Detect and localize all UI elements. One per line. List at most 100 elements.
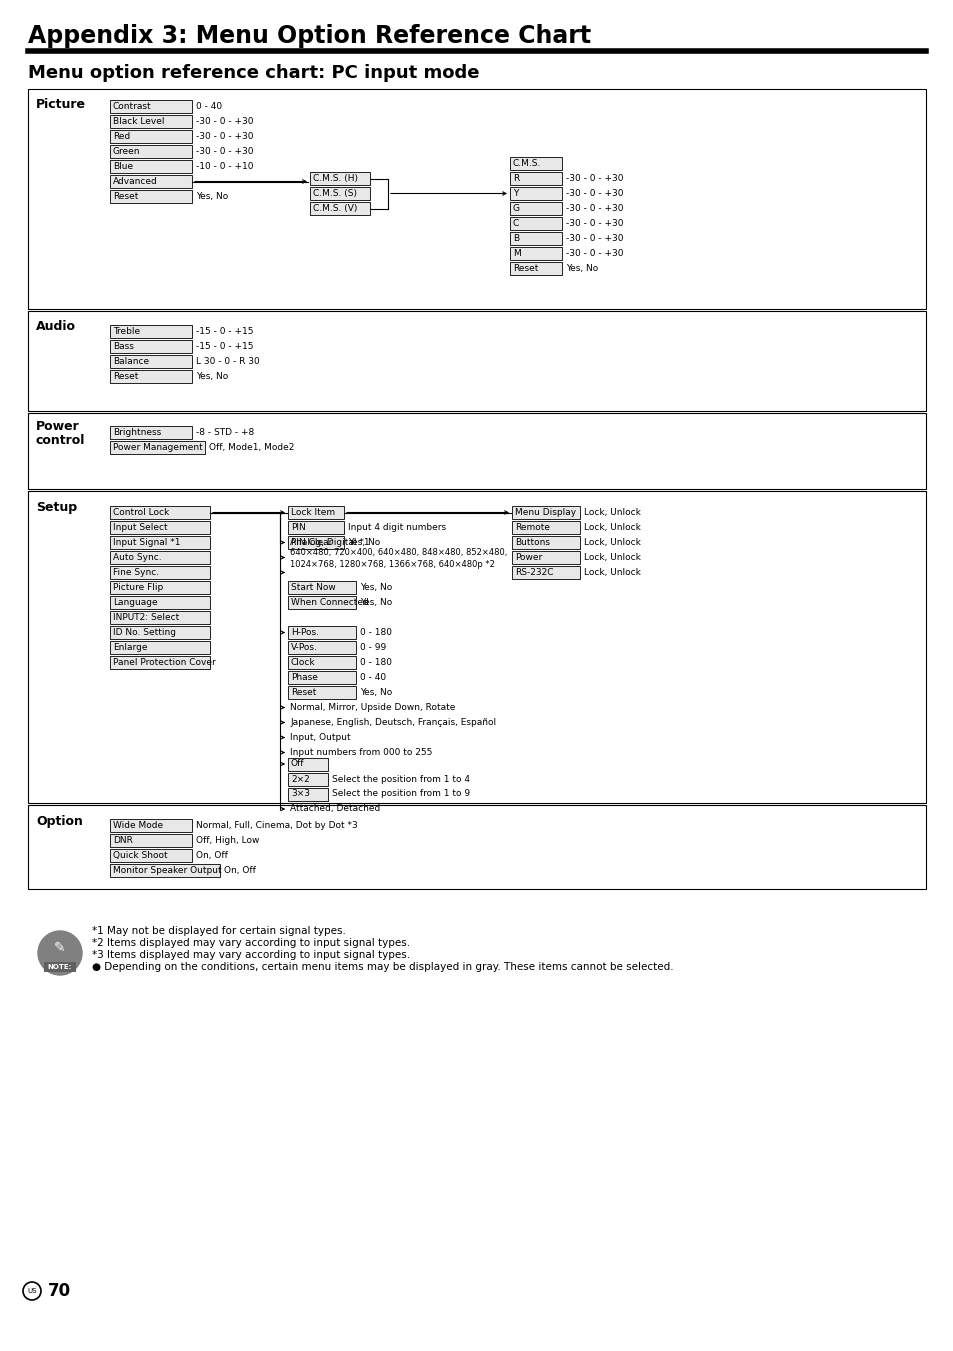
Text: Lock, Unlock: Lock, Unlock bbox=[583, 538, 640, 547]
Text: NOTE:: NOTE: bbox=[48, 965, 72, 970]
Text: Auto Sync.: Auto Sync. bbox=[112, 553, 161, 562]
Text: Lock, Unlock: Lock, Unlock bbox=[583, 553, 640, 562]
Text: Input Signal *1: Input Signal *1 bbox=[112, 538, 180, 547]
Text: Attached, Detached: Attached, Detached bbox=[290, 804, 380, 813]
Text: Yes, No: Yes, No bbox=[359, 598, 392, 607]
Text: -30 - 0 - +30: -30 - 0 - +30 bbox=[195, 132, 253, 141]
Text: Language: Language bbox=[112, 598, 157, 607]
Text: Buttons: Buttons bbox=[515, 538, 550, 547]
Text: control: control bbox=[36, 435, 85, 447]
Text: Panel Protection Cover: Panel Protection Cover bbox=[112, 658, 215, 667]
Circle shape bbox=[38, 931, 82, 975]
Text: Wide Mode: Wide Mode bbox=[112, 821, 163, 830]
Bar bbox=[510, 247, 561, 259]
Text: Clock: Clock bbox=[291, 658, 315, 667]
Text: US: US bbox=[28, 1288, 37, 1294]
Bar bbox=[110, 819, 192, 832]
Text: Enlarge: Enlarge bbox=[112, 643, 148, 653]
Bar bbox=[28, 89, 925, 309]
Text: Picture Flip: Picture Flip bbox=[112, 584, 163, 592]
Text: -30 - 0 - +30: -30 - 0 - +30 bbox=[565, 189, 623, 199]
Text: Yes, No: Yes, No bbox=[195, 372, 228, 381]
Text: Red: Red bbox=[112, 132, 131, 141]
Text: Lock, Unlock: Lock, Unlock bbox=[583, 508, 640, 517]
Text: -10 - 0 - +10: -10 - 0 - +10 bbox=[195, 162, 253, 172]
Text: PIN: PIN bbox=[291, 523, 305, 532]
Bar bbox=[110, 834, 192, 847]
Text: Contrast: Contrast bbox=[112, 101, 152, 111]
Text: Menu option reference chart: PC input mode: Menu option reference chart: PC input mo… bbox=[28, 63, 479, 82]
Text: On, Off: On, Off bbox=[224, 866, 255, 875]
Text: R: R bbox=[513, 174, 518, 182]
Bar bbox=[110, 326, 192, 338]
Text: Remote: Remote bbox=[515, 523, 550, 532]
Text: Green: Green bbox=[112, 147, 140, 155]
Bar bbox=[510, 186, 561, 200]
Text: -15 - 0 - +15: -15 - 0 - +15 bbox=[195, 327, 253, 336]
Bar bbox=[110, 115, 192, 128]
Bar bbox=[44, 962, 76, 971]
Text: Picture: Picture bbox=[36, 99, 86, 112]
Text: Off, High, Low: Off, High, Low bbox=[195, 836, 259, 844]
Bar bbox=[110, 536, 210, 549]
Text: Brightness: Brightness bbox=[112, 428, 161, 436]
Text: Power: Power bbox=[36, 420, 80, 434]
Text: L 30 - 0 - R 30: L 30 - 0 - R 30 bbox=[195, 357, 259, 366]
Text: Balance: Balance bbox=[112, 357, 149, 366]
Bar bbox=[28, 311, 925, 411]
Text: Start Now: Start Now bbox=[291, 584, 335, 592]
Text: ID No. Setting: ID No. Setting bbox=[112, 628, 175, 638]
Bar bbox=[110, 657, 210, 669]
Text: -8 - STD - +8: -8 - STD - +8 bbox=[195, 428, 254, 436]
Bar bbox=[110, 130, 192, 143]
Text: 2×2: 2×2 bbox=[291, 774, 310, 784]
Text: 0 - 99: 0 - 99 bbox=[359, 643, 386, 653]
Bar bbox=[28, 490, 925, 802]
Bar bbox=[110, 370, 192, 382]
Text: H-Pos.: H-Pos. bbox=[291, 628, 318, 638]
Bar bbox=[512, 507, 579, 519]
Text: C.M.S.: C.M.S. bbox=[513, 159, 540, 168]
Text: Reset: Reset bbox=[112, 372, 138, 381]
Text: Yes, No: Yes, No bbox=[565, 263, 598, 273]
Bar bbox=[512, 521, 579, 534]
Text: Select the position from 1 to 9: Select the position from 1 to 9 bbox=[332, 789, 470, 798]
Text: RS-232C: RS-232C bbox=[515, 567, 553, 577]
Text: Lock Item: Lock Item bbox=[291, 508, 335, 517]
Text: -15 - 0 - +15: -15 - 0 - +15 bbox=[195, 342, 253, 351]
Bar bbox=[510, 218, 561, 230]
Text: Off: Off bbox=[291, 759, 304, 769]
Bar bbox=[110, 100, 192, 113]
Text: Power: Power bbox=[515, 553, 541, 562]
Bar bbox=[288, 507, 344, 519]
Bar bbox=[288, 596, 355, 609]
Text: Yes, No: Yes, No bbox=[195, 192, 228, 201]
Text: Select the position from 1 to 4: Select the position from 1 to 4 bbox=[332, 774, 470, 784]
Text: Appendix 3: Menu Option Reference Chart: Appendix 3: Menu Option Reference Chart bbox=[28, 24, 591, 49]
Bar bbox=[110, 355, 192, 367]
Text: 0 - 40: 0 - 40 bbox=[195, 101, 222, 111]
Text: Advanced: Advanced bbox=[112, 177, 157, 186]
Bar bbox=[110, 551, 210, 563]
Text: Analog, Digital *1: Analog, Digital *1 bbox=[290, 538, 369, 547]
Bar bbox=[110, 426, 192, 439]
Text: Normal, Mirror, Upside Down, Rotate: Normal, Mirror, Upside Down, Rotate bbox=[290, 703, 455, 712]
Bar bbox=[288, 536, 344, 549]
Bar bbox=[512, 536, 579, 549]
Bar bbox=[288, 788, 328, 801]
Bar bbox=[110, 640, 210, 654]
Text: Blue: Blue bbox=[112, 162, 133, 172]
Text: B: B bbox=[513, 234, 518, 243]
Text: C.M.S. (S): C.M.S. (S) bbox=[313, 189, 356, 199]
Bar bbox=[288, 581, 355, 594]
Bar bbox=[510, 172, 561, 185]
Text: Monitor Speaker Output: Monitor Speaker Output bbox=[112, 866, 221, 875]
Text: -30 - 0 - +30: -30 - 0 - +30 bbox=[565, 204, 623, 213]
Bar bbox=[110, 176, 192, 188]
Bar bbox=[510, 203, 561, 215]
Text: 640×480, 720×400, 640×480, 848×480, 852×480,: 640×480, 720×400, 640×480, 848×480, 852×… bbox=[290, 549, 507, 557]
Text: *2 Items displayed may vary according to input signal types.: *2 Items displayed may vary according to… bbox=[91, 938, 410, 948]
Text: PIN Clear: PIN Clear bbox=[291, 538, 332, 547]
Text: C.M.S. (H): C.M.S. (H) bbox=[313, 174, 357, 182]
Bar bbox=[110, 848, 192, 862]
